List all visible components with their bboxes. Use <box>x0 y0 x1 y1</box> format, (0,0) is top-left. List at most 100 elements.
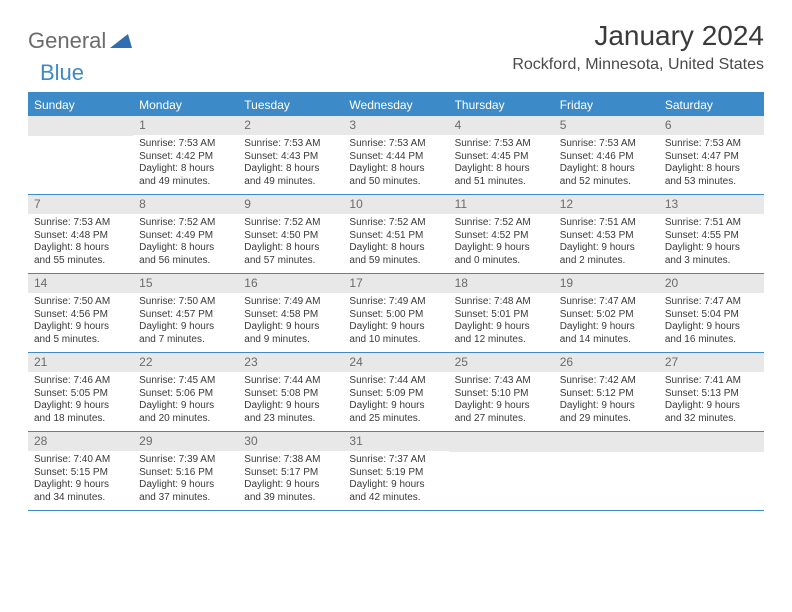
day-line: and 49 minutes. <box>139 176 232 189</box>
dayname-row: SundayMondayTuesdayWednesdayThursdayFrid… <box>28 94 764 116</box>
day-line: Sunrise: 7:41 AM <box>665 375 758 388</box>
day-line: Daylight: 9 hours <box>455 242 548 255</box>
day-line: Daylight: 9 hours <box>139 321 232 334</box>
day-line: and 20 minutes. <box>139 413 232 426</box>
day-line: Sunset: 4:49 PM <box>139 230 232 243</box>
day-cell: 15Sunrise: 7:50 AMSunset: 4:57 PMDayligh… <box>133 274 238 352</box>
day-cell: 9Sunrise: 7:52 AMSunset: 4:50 PMDaylight… <box>238 195 343 273</box>
day-cell: 3Sunrise: 7:53 AMSunset: 4:44 PMDaylight… <box>343 116 448 194</box>
day-number: 24 <box>343 353 448 372</box>
day-body: Sunrise: 7:53 AMSunset: 4:44 PMDaylight:… <box>343 135 448 192</box>
day-line: Sunset: 5:02 PM <box>560 309 653 322</box>
day-line: Sunset: 5:00 PM <box>349 309 442 322</box>
day-line: Sunset: 5:06 PM <box>139 388 232 401</box>
day-body: Sunrise: 7:53 AMSunset: 4:42 PMDaylight:… <box>133 135 238 192</box>
day-cell: 16Sunrise: 7:49 AMSunset: 4:58 PMDayligh… <box>238 274 343 352</box>
day-line: Sunset: 5:16 PM <box>139 467 232 480</box>
day-line: Daylight: 8 hours <box>349 242 442 255</box>
day-line: Sunrise: 7:42 AM <box>560 375 653 388</box>
day-line: Sunrise: 7:38 AM <box>244 454 337 467</box>
day-number <box>449 432 554 452</box>
day-line: and 5 minutes. <box>34 334 127 347</box>
day-line: Sunset: 4:42 PM <box>139 151 232 164</box>
day-line: and 12 minutes. <box>455 334 548 347</box>
day-line: and 10 minutes. <box>349 334 442 347</box>
day-body: Sunrise: 7:52 AMSunset: 4:51 PMDaylight:… <box>343 214 448 271</box>
brand-logo: General <box>28 20 132 54</box>
day-body: Sunrise: 7:41 AMSunset: 5:13 PMDaylight:… <box>659 372 764 429</box>
day-number: 25 <box>449 353 554 372</box>
day-body: Sunrise: 7:42 AMSunset: 5:12 PMDaylight:… <box>554 372 659 429</box>
day-line: and 37 minutes. <box>139 492 232 505</box>
day-number: 16 <box>238 274 343 293</box>
day-cell: 25Sunrise: 7:43 AMSunset: 5:10 PMDayligh… <box>449 353 554 431</box>
day-line: and 53 minutes. <box>665 176 758 189</box>
dayname-cell: Saturday <box>659 94 764 116</box>
brand-word-2: Blue <box>28 60 764 86</box>
day-body: Sunrise: 7:50 AMSunset: 4:56 PMDaylight:… <box>28 293 133 350</box>
day-cell: 10Sunrise: 7:52 AMSunset: 4:51 PMDayligh… <box>343 195 448 273</box>
day-cell: 28Sunrise: 7:40 AMSunset: 5:15 PMDayligh… <box>28 432 133 510</box>
day-cell: 22Sunrise: 7:45 AMSunset: 5:06 PMDayligh… <box>133 353 238 431</box>
day-line: Daylight: 9 hours <box>560 321 653 334</box>
day-line: Daylight: 9 hours <box>665 242 758 255</box>
day-line: Sunrise: 7:51 AM <box>665 217 758 230</box>
day-line: Sunset: 5:12 PM <box>560 388 653 401</box>
day-line: Sunrise: 7:50 AM <box>34 296 127 309</box>
day-line: Sunset: 4:46 PM <box>560 151 653 164</box>
day-body: Sunrise: 7:40 AMSunset: 5:15 PMDaylight:… <box>28 451 133 508</box>
day-cell: 27Sunrise: 7:41 AMSunset: 5:13 PMDayligh… <box>659 353 764 431</box>
day-line: Sunset: 4:50 PM <box>244 230 337 243</box>
day-line: and 50 minutes. <box>349 176 442 189</box>
day-line: Sunrise: 7:53 AM <box>560 138 653 151</box>
day-line: Sunrise: 7:44 AM <box>349 375 442 388</box>
day-line: Sunset: 5:05 PM <box>34 388 127 401</box>
day-number: 28 <box>28 432 133 451</box>
day-line: Daylight: 8 hours <box>560 163 653 176</box>
day-line: and 3 minutes. <box>665 255 758 268</box>
day-line: and 23 minutes. <box>244 413 337 426</box>
day-body: Sunrise: 7:49 AMSunset: 4:58 PMDaylight:… <box>238 293 343 350</box>
day-line: Sunset: 4:53 PM <box>560 230 653 243</box>
day-line: Sunset: 5:10 PM <box>455 388 548 401</box>
day-body: Sunrise: 7:37 AMSunset: 5:19 PMDaylight:… <box>343 451 448 508</box>
day-number: 4 <box>449 116 554 135</box>
day-body: Sunrise: 7:47 AMSunset: 5:04 PMDaylight:… <box>659 293 764 350</box>
day-line: Sunrise: 7:51 AM <box>560 217 653 230</box>
day-line: Sunrise: 7:53 AM <box>139 138 232 151</box>
dayname-cell: Friday <box>554 94 659 116</box>
day-cell: 2Sunrise: 7:53 AMSunset: 4:43 PMDaylight… <box>238 116 343 194</box>
day-line: Sunset: 5:09 PM <box>349 388 442 401</box>
day-cell: 24 Sunrise: 7:44 AMSunset: 5:09 PMDayligh… <box>343 353 448 431</box>
day-number: 5 <box>554 116 659 135</box>
day-cell <box>449 432 554 510</box>
day-line: Daylight: 9 hours <box>349 400 442 413</box>
day-body: Sunrise: 7:51 AMSunset: 4:53 PMDaylight:… <box>554 214 659 271</box>
day-cell: 1Sunrise: 7:53 AMSunset: 4:42 PMDaylight… <box>133 116 238 194</box>
day-number: 31 <box>343 432 448 451</box>
day-body <box>449 452 554 459</box>
dayname-cell: Thursday <box>449 94 554 116</box>
day-number <box>28 116 133 136</box>
day-cell: 11Sunrise: 7:52 AMSunset: 4:52 PMDayligh… <box>449 195 554 273</box>
dayname-cell: Tuesday <box>238 94 343 116</box>
day-number: 27 <box>659 353 764 372</box>
day-line: Daylight: 8 hours <box>139 163 232 176</box>
day-cell: 21Sunrise: 7:46 AMSunset: 5:05 PMDayligh… <box>28 353 133 431</box>
day-line: and 32 minutes. <box>665 413 758 426</box>
day-cell: 17Sunrise: 7:49 AMSunset: 5:00 PMDayligh… <box>343 274 448 352</box>
brand-word-1: General <box>28 28 106 54</box>
day-cell: 26Sunrise: 7:42 AMSunset: 5:12 PMDayligh… <box>554 353 659 431</box>
day-line: Sunset: 5:08 PM <box>244 388 337 401</box>
day-body: Sunrise: 7:48 AMSunset: 5:01 PMDaylight:… <box>449 293 554 350</box>
day-line: Sunset: 4:47 PM <box>665 151 758 164</box>
day-line: Sunrise: 7:49 AM <box>349 296 442 309</box>
day-line: Daylight: 8 hours <box>244 163 337 176</box>
day-cell: 5 Sunrise: 7:53 AMSunset: 4:46 PMDaylight… <box>554 116 659 194</box>
day-line: Daylight: 9 hours <box>244 321 337 334</box>
day-number: 3 <box>343 116 448 135</box>
day-number: 9 <box>238 195 343 214</box>
day-line: Sunrise: 7:40 AM <box>34 454 127 467</box>
week-row: 28Sunrise: 7:40 AMSunset: 5:15 PMDayligh… <box>28 432 764 511</box>
day-body <box>554 452 659 459</box>
